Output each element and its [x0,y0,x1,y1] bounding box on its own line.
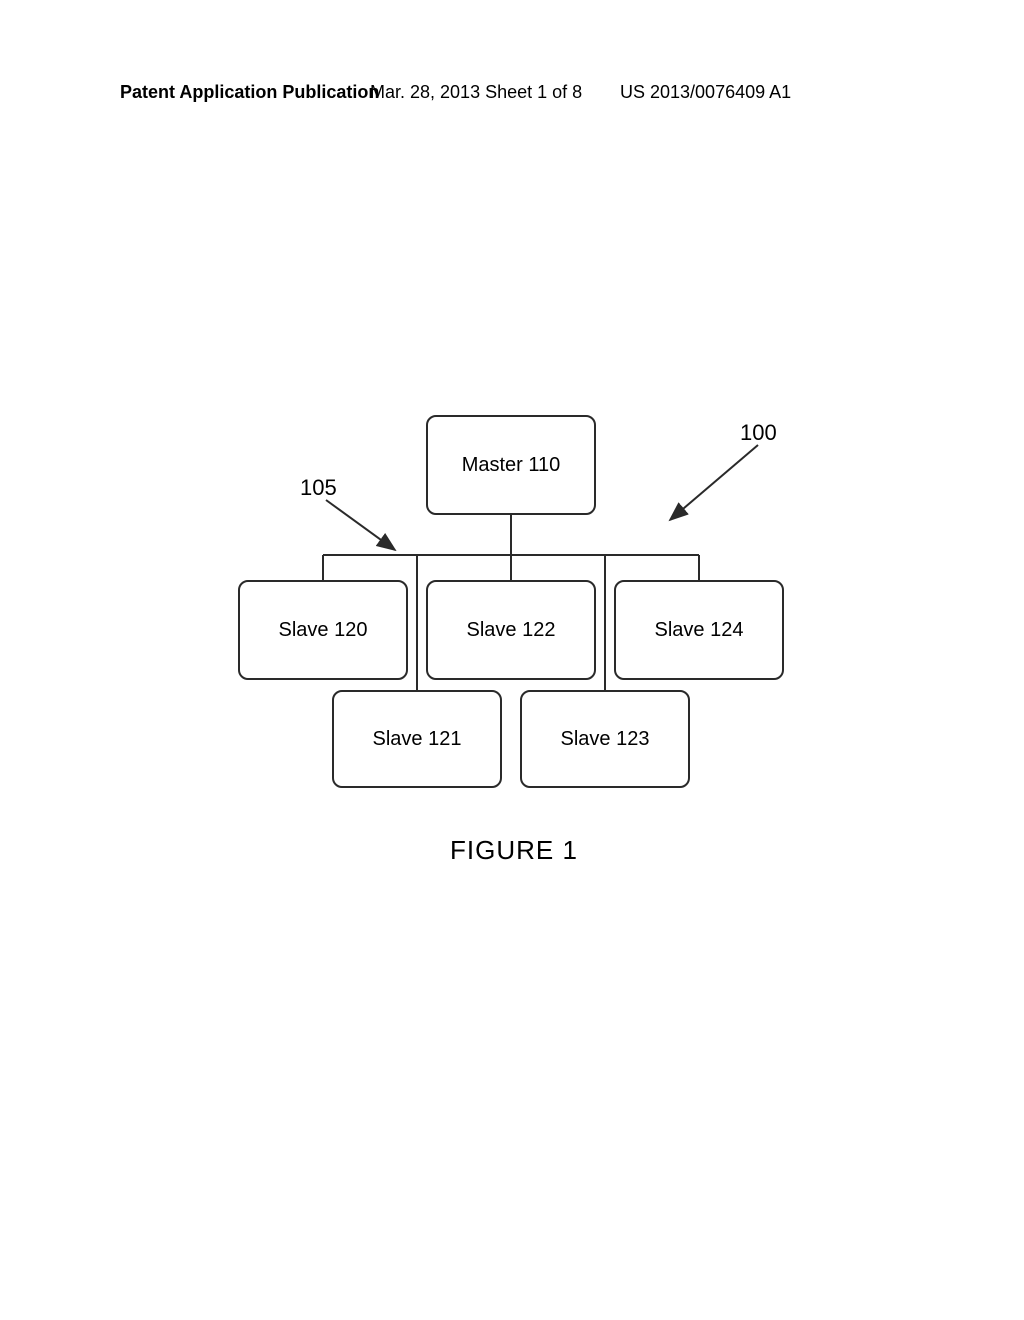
page: Patent Application Publication Mar. 28, … [0,0,1024,1320]
reference-label-100: 100 [740,420,777,446]
node-slave122: Slave 122 [426,580,596,680]
node-master: Master 110 [426,415,596,515]
node-slave123: Slave 123 [520,690,690,788]
figure-caption: FIGURE 1 [450,835,578,866]
node-slave124: Slave 124 [614,580,784,680]
node-slave121: Slave 121 [332,690,502,788]
reference-label-105: 105 [300,475,337,501]
node-slave120: Slave 120 [238,580,408,680]
figure-1-diagram: Master 110Slave 120Slave 122Slave 124 Sla… [0,0,1024,1320]
